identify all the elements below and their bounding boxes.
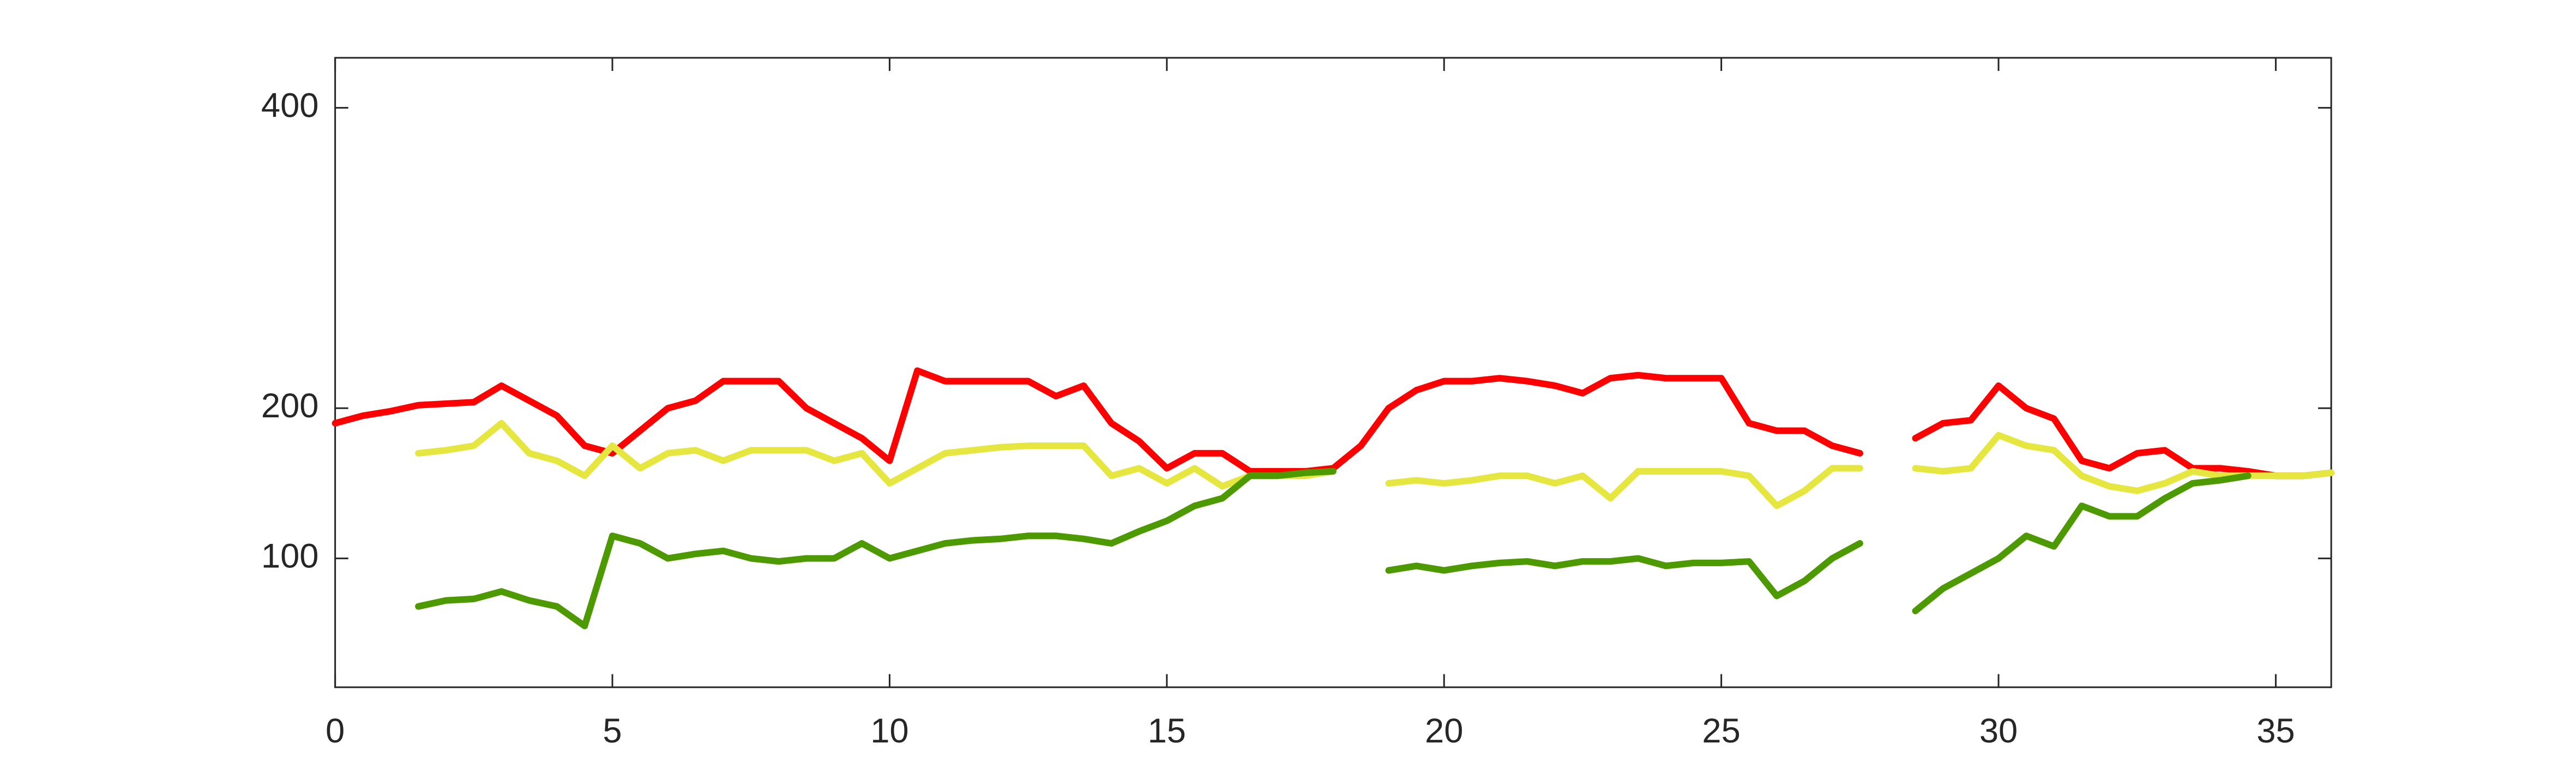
x-tick-label: 0	[326, 712, 345, 750]
x-tick-label: 30	[1979, 712, 2018, 750]
x-tick-label: 25	[1702, 712, 1740, 750]
y-tick-label: 100	[261, 537, 319, 575]
x-tick-label: 10	[870, 712, 908, 750]
x-tick-label: 15	[1148, 712, 1186, 750]
x-tick-label: 20	[1425, 712, 1463, 750]
x-tick-label: 35	[2256, 712, 2295, 750]
y-tick-label: 200	[261, 387, 319, 425]
series-line	[415, 468, 2252, 630]
y-tick-label: 400	[261, 86, 319, 124]
x-tick-label: 5	[603, 712, 622, 750]
plot-frame	[334, 57, 2332, 688]
series-line	[415, 420, 2335, 510]
